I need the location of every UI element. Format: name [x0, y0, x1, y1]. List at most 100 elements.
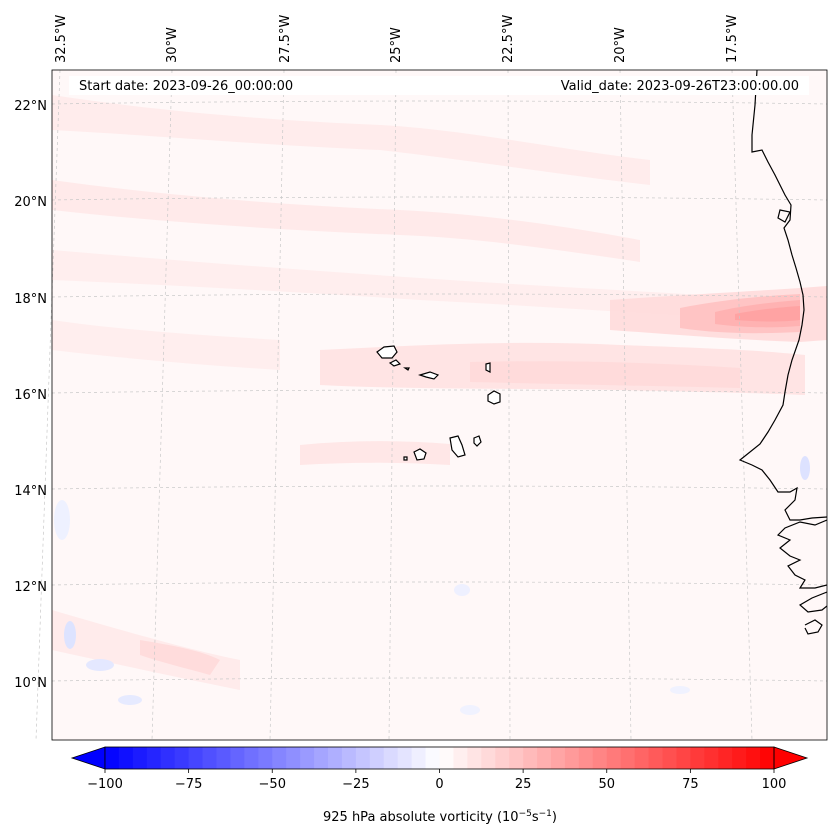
longitude-label: 22.5°W	[501, 15, 516, 63]
colorbar-cell	[369, 747, 385, 769]
colorbar-cell	[258, 747, 273, 769]
map-background	[52, 70, 827, 740]
graticule-meridian	[388, 69, 397, 741]
colorbar-cell	[439, 747, 455, 769]
colorbar-cell	[509, 747, 524, 769]
colorbar-cell	[467, 747, 482, 769]
colorbar-tick-label: −50	[259, 777, 286, 792]
vorticity-negative-region	[86, 659, 114, 671]
colorbar-cell	[537, 747, 552, 769]
colorbar-cell	[341, 747, 357, 769]
island-maio	[473, 435, 482, 447]
colorbar-cell	[188, 747, 204, 769]
longitude-label: 30°W	[165, 27, 180, 63]
colorbar-cell	[411, 747, 427, 769]
colorbar-extend-min	[70, 746, 106, 770]
colorbar-cell	[676, 747, 691, 769]
colorbar-tick-label: 100	[762, 777, 787, 792]
vorticity-positive-region	[52, 95, 650, 185]
longitude-label: 27.5°W	[278, 15, 293, 63]
island-santiago	[449, 435, 466, 458]
graticule-parallel	[51, 389, 828, 394]
colorbar-cell	[230, 747, 245, 769]
colorbar-cell	[732, 747, 747, 769]
colorbar-cell	[578, 747, 594, 769]
graticule-meridian	[269, 69, 285, 741]
colorbar-cell	[383, 747, 399, 769]
colorbar-cell	[592, 747, 608, 769]
latitude-label: 12°N	[14, 580, 47, 595]
africa-coastline	[804, 619, 823, 635]
colorbar-cell	[202, 747, 218, 769]
colorbar-tick-label: −100	[87, 777, 123, 792]
island-sal	[485, 362, 491, 373]
colorbar-cell	[286, 747, 301, 769]
colorbar-cell	[564, 747, 580, 769]
vorticity-negative-region	[54, 500, 70, 540]
island-brava	[403, 456, 408, 461]
africa-coastline	[738, 70, 827, 521]
coastlines	[738, 70, 827, 635]
title-banner	[69, 76, 809, 95]
latitude-label: 16°N	[14, 388, 47, 403]
graticule-parallel	[51, 677, 828, 682]
latitude-label: 10°N	[14, 676, 47, 691]
longitude-label: 20°W	[613, 27, 628, 63]
colorbar-cell	[634, 747, 650, 769]
colorbar-cell	[453, 747, 468, 769]
graticule-meridian	[507, 69, 511, 741]
colorbar-cell	[760, 747, 775, 769]
colorbar-tick-label: 0	[435, 777, 443, 792]
latitude-label: 22°N	[14, 99, 47, 114]
graticule-parallel	[51, 293, 828, 298]
colorbar-cell	[314, 747, 329, 769]
colorbar-tick-label: 25	[515, 777, 532, 792]
colorbar-cell	[620, 747, 636, 769]
vorticity-negative-region	[460, 705, 480, 715]
vorticity-positive-region	[470, 361, 740, 388]
colorbar-label: 925 hPa absolute vorticity (10−5s−1)	[323, 809, 557, 825]
colorbar-cell	[662, 747, 678, 769]
latitude-label: 20°N	[14, 195, 47, 210]
latitude-labels: 22°N 20°N 18°N 16°N 14°N 12°N 10°N	[14, 99, 47, 691]
colorbar-cell	[244, 747, 259, 769]
longitude-labels: 32.5°W 30°W 27.5°W 25°W 22.5°W 20°W 17.5…	[54, 15, 740, 63]
graticule-parallel	[51, 581, 828, 586]
vorticity-negative-region	[454, 584, 470, 596]
island-sao-nicolau	[418, 371, 440, 380]
island-boa-vista	[487, 390, 501, 405]
colorbar-cell	[118, 747, 134, 769]
colorbar-cells	[105, 747, 775, 769]
colorbar-cell	[718, 747, 733, 769]
colorbar-tick-label: 75	[682, 777, 699, 792]
graticule-parallel	[51, 196, 828, 201]
vorticity-positive-region	[140, 640, 220, 675]
africa-coastline	[777, 209, 791, 223]
colorbar-cell	[160, 747, 176, 769]
longitude-label: 32.5°W	[54, 15, 69, 63]
valid-date-label: Valid_date: 2023-09-26T23:00:00.00	[561, 79, 799, 94]
vorticity-negative-region	[670, 686, 690, 694]
island-sao-vicente	[388, 359, 402, 367]
latitude-label: 18°N	[14, 292, 47, 307]
longitude-label: 25°W	[389, 27, 404, 63]
island-santa-luzia	[403, 367, 410, 371]
colorbar-cell	[523, 747, 538, 769]
colorbar-cell	[481, 747, 496, 769]
vorticity-positive-region	[300, 441, 450, 465]
vorticity-negative-region	[64, 621, 76, 649]
latitude-label: 14°N	[14, 484, 47, 499]
africa-coastline	[776, 519, 827, 589]
colorbar-cell	[606, 747, 622, 769]
colorbar-cell	[648, 747, 664, 769]
colorbar-cell	[425, 747, 441, 769]
colorbar-cell	[300, 747, 315, 769]
graticule-meridian	[35, 69, 61, 741]
colorbar-tick-label: −25	[342, 777, 369, 792]
colorbar-cell	[146, 747, 162, 769]
graticule-meridian	[151, 69, 173, 741]
colorbar-cell	[174, 747, 190, 769]
colorbar: −100 −75 −50 −25 0 25 50 75 100 925 hPa absolute…	[70, 746, 809, 825]
vorticity-positive-region	[735, 306, 800, 322]
island-fogo	[413, 448, 427, 461]
